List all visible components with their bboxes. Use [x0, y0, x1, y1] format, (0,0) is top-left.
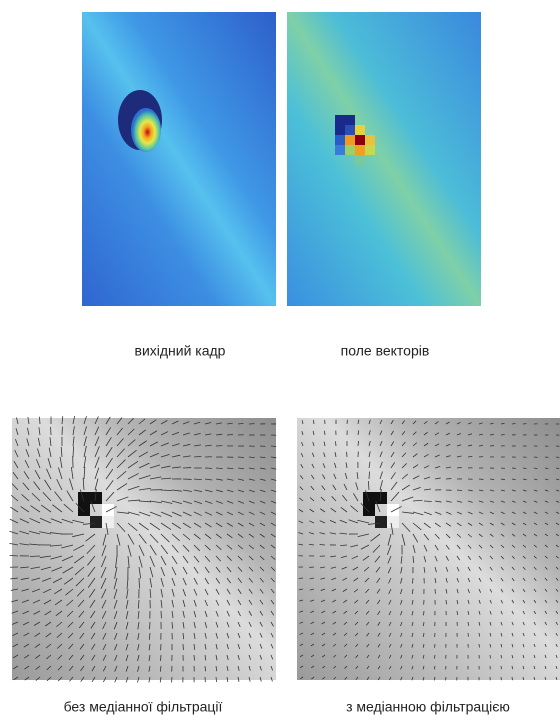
pixel	[345, 145, 355, 155]
arrow	[446, 600, 447, 604]
pixel	[355, 155, 365, 165]
pixel	[345, 115, 355, 125]
arrow	[299, 578, 303, 579]
pixel	[335, 135, 345, 145]
pixel	[335, 125, 345, 135]
arrow	[512, 423, 515, 424]
original-frame	[82, 12, 276, 306]
caption: вихідний кадр	[135, 343, 226, 359]
arrow	[194, 655, 195, 661]
field-no-median	[12, 418, 276, 680]
pixel	[102, 516, 114, 528]
pixel	[363, 492, 375, 504]
pixel	[355, 125, 365, 135]
pixel	[345, 135, 355, 145]
arrow	[160, 655, 161, 661]
arrow	[412, 578, 413, 584]
pixel	[387, 504, 399, 516]
arrow	[205, 666, 206, 671]
pixel	[102, 504, 114, 516]
arrow	[523, 468, 527, 469]
figure: вихідний кадр поле векторів без медіанно…	[0, 0, 560, 722]
pixel	[78, 492, 90, 504]
caption: з медіанною фільтрацією	[346, 699, 510, 715]
vector-field	[287, 12, 481, 306]
arrow	[139, 578, 140, 588]
pixel	[375, 516, 387, 528]
arrow	[501, 666, 502, 669]
pixel	[78, 504, 90, 516]
arrow	[556, 457, 559, 458]
pixel	[365, 135, 375, 145]
pixel	[363, 504, 375, 516]
pixel	[345, 125, 355, 135]
pixel	[335, 115, 345, 125]
arrow	[271, 446, 276, 447]
arrow	[424, 501, 432, 502]
caption: без медіанної фільтрації	[64, 699, 223, 715]
pixel	[90, 516, 102, 528]
arrow	[423, 611, 424, 615]
arrow	[490, 479, 494, 480]
arrow	[30, 556, 40, 557]
caption: поле векторів	[341, 343, 430, 359]
arrow	[512, 677, 513, 680]
arrow	[457, 467, 462, 468]
arrow	[434, 644, 435, 648]
pixel	[355, 145, 365, 155]
pixel	[387, 516, 399, 528]
pixel	[335, 145, 345, 155]
arrow	[227, 434, 233, 435]
arrow	[369, 472, 370, 479]
arrow	[335, 441, 336, 446]
pixel	[355, 135, 365, 145]
pixel	[365, 145, 375, 155]
page: {"figure": {"panels": [ {"caption": "вих…	[0, 0, 560, 722]
field-median	[297, 418, 560, 680]
